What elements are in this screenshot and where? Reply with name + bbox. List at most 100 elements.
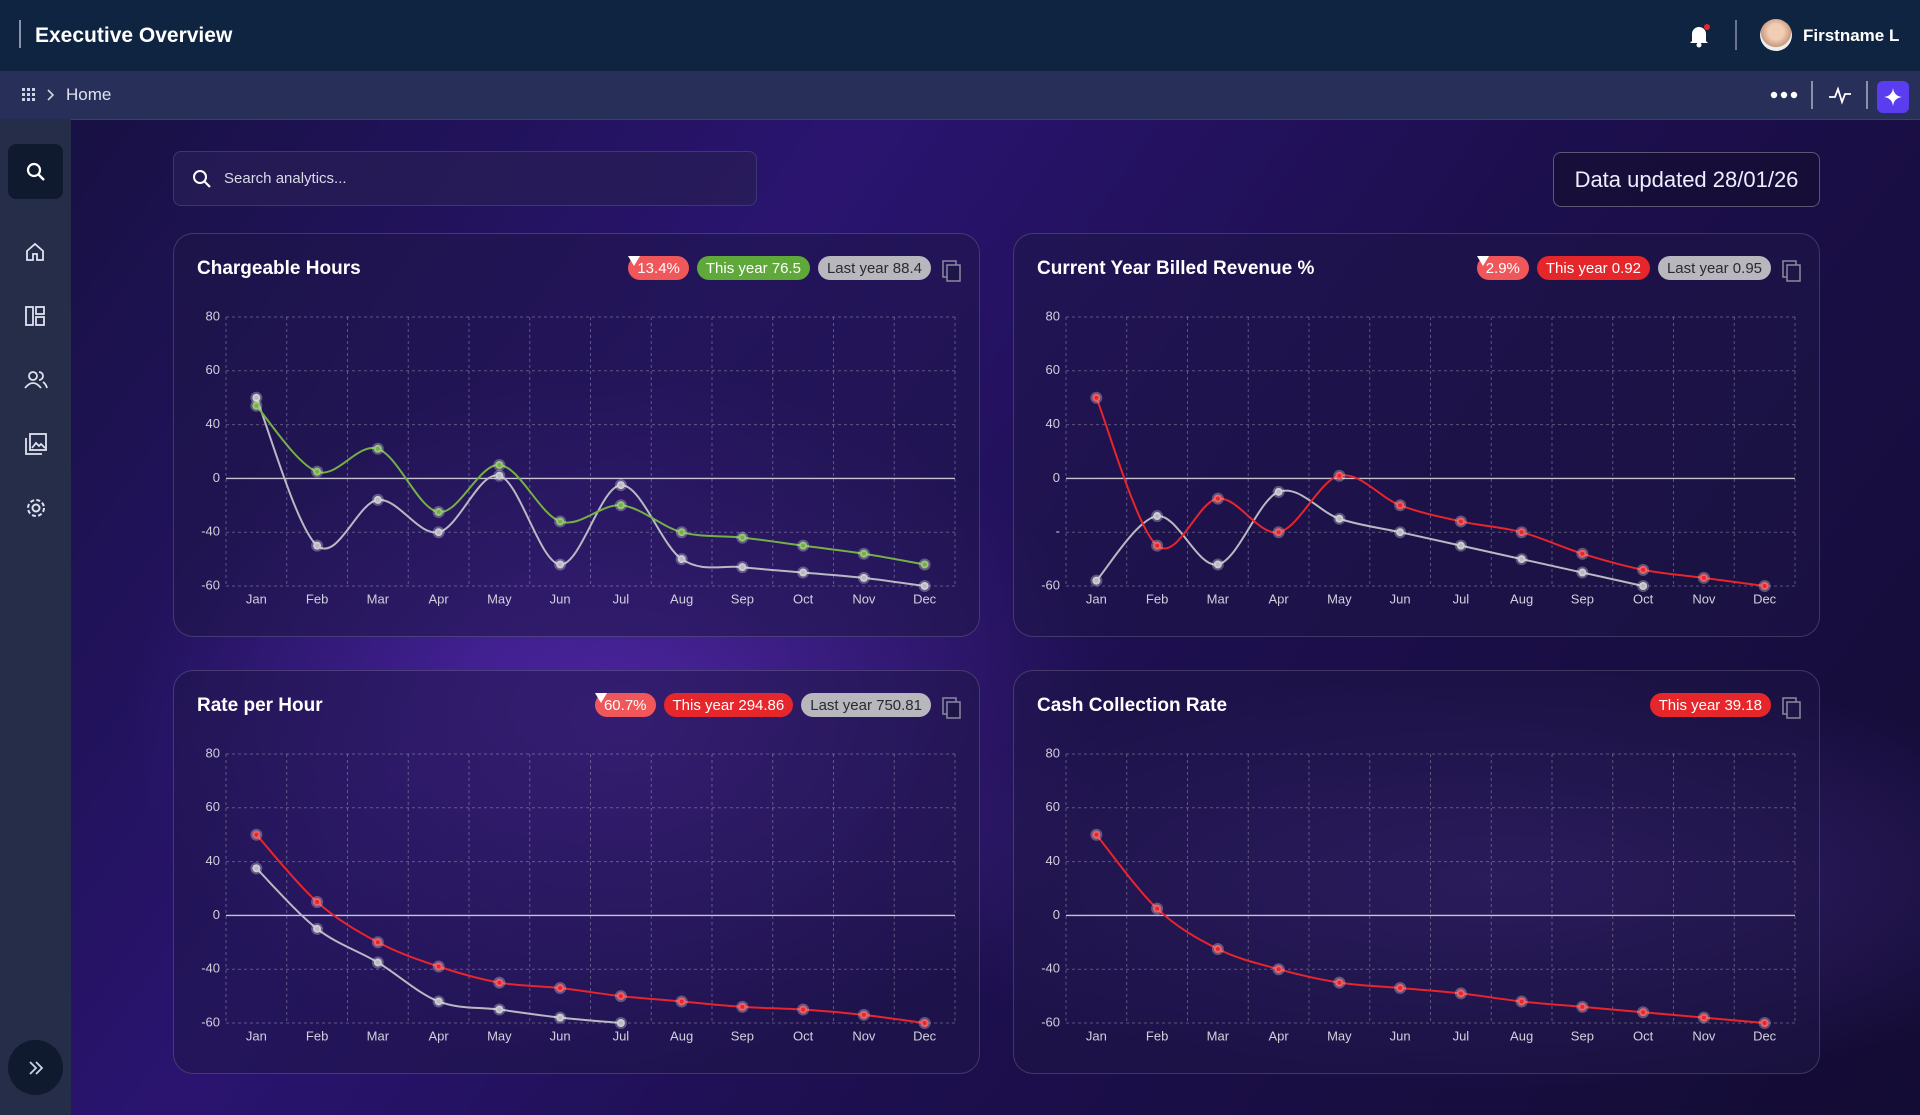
x-tick-label: Jun [1390, 591, 1411, 606]
point [614, 990, 627, 1003]
x-tick-label: Apr [1269, 591, 1290, 606]
y-tick-label: 60 [206, 362, 220, 377]
point [614, 479, 627, 492]
divider [19, 20, 21, 48]
home-nav[interactable] [25, 242, 45, 262]
trend-down-icon [628, 256, 641, 266]
triangle [628, 256, 641, 266]
point [250, 391, 263, 404]
copy-icon[interactable] [1782, 260, 1801, 282]
copy-front [946, 264, 961, 282]
gallery-nav[interactable] [25, 433, 47, 455]
x-tick-label: Jan [1086, 591, 1107, 606]
y-tick-label: 0 [1053, 470, 1060, 485]
point [1454, 539, 1467, 552]
expand-sidebar[interactable] [8, 1040, 63, 1095]
user-name[interactable]: Firstname L [1803, 25, 1900, 45]
x-tick-label: Sep [1571, 591, 1594, 606]
point [1333, 976, 1346, 989]
more-menu[interactable] [1770, 89, 1798, 101]
badge: Last year 0.95 [1657, 256, 1771, 280]
x-tick-label: Feb [306, 591, 328, 606]
y-tick-label: 0 [213, 470, 220, 485]
badge-text: 2.9% [1485, 259, 1520, 277]
expand-icon [28, 1060, 43, 1075]
point [1576, 566, 1589, 579]
x-tick-label: May [1327, 1028, 1352, 1043]
badge: This year 0.92 [1536, 256, 1650, 280]
badge: This year 294.86 [663, 693, 794, 717]
point [614, 1017, 627, 1029]
x-tick-label: Feb [306, 1028, 328, 1043]
point [493, 469, 506, 482]
x-tick-label: Apr [429, 1028, 450, 1043]
point [371, 493, 384, 506]
point [1333, 512, 1346, 525]
point [554, 1011, 567, 1024]
x-tick-label: Jul [1453, 591, 1470, 606]
copy-icon[interactable] [942, 260, 961, 282]
copy-icon[interactable] [1782, 697, 1801, 719]
x-tick-label: Oct [793, 1028, 814, 1043]
notifications[interactable] [1688, 24, 1710, 48]
copy-icon[interactable] [942, 697, 961, 719]
badge-text: This year 76.5 [705, 259, 801, 277]
breadcrumb-home[interactable]: Home [66, 85, 112, 104]
top-bar: Executive Overview Firstname L [0, 0, 1920, 71]
point [1211, 943, 1224, 956]
point [1394, 982, 1407, 995]
point [1637, 563, 1650, 576]
chart: -60 -40 0 40 60 80 Jan Feb Mar Apr May Jun Jul Aug Sep… [201, 260, 961, 606]
badge-text: This year 294.86 [672, 696, 785, 714]
sub-bar: Home [0, 71, 1920, 120]
point [1151, 902, 1164, 915]
avatar[interactable] [1760, 19, 1792, 51]
point [857, 547, 870, 560]
y-tick-label: 60 [1046, 362, 1060, 377]
x-tick-label: Aug [670, 591, 693, 606]
point [736, 561, 749, 574]
ai-button[interactable] [1877, 81, 1909, 113]
people-nav[interactable] [24, 370, 48, 390]
point [1758, 1017, 1771, 1029]
point [493, 458, 506, 471]
x-tick-label: Jun [550, 1028, 571, 1043]
point [311, 539, 324, 552]
y-tick-label: 40 [206, 416, 220, 431]
x-tick-label: Apr [429, 591, 450, 606]
y-tick-label: 40 [206, 853, 220, 868]
point [1272, 526, 1285, 539]
x-tick-label: Aug [1510, 1028, 1533, 1043]
activity-icon[interactable] [1828, 85, 1852, 105]
x-tick-label: Dec [913, 1028, 937, 1043]
badge-text: This year 0.92 [1545, 259, 1641, 277]
apps-icon[interactable] [22, 88, 36, 102]
y-tick-label: 0 [213, 907, 220, 922]
x-tick-label: Oct [793, 591, 814, 606]
point [250, 862, 263, 875]
x-tick-label: May [487, 591, 512, 606]
point [797, 1003, 810, 1016]
search-nav[interactable] [8, 144, 63, 199]
x-tick-label: Jun [1390, 1028, 1411, 1043]
point [554, 515, 567, 528]
x-tick-label: Sep [1571, 1028, 1594, 1043]
y-tick-label: 60 [1046, 799, 1060, 814]
point [1272, 963, 1285, 976]
chart-card: -60 -40 0 40 60 80 Jan Feb Mar Apr May Jun Jul Aug Sep… [173, 670, 980, 1074]
badge-text: 60.7% [603, 696, 647, 714]
y-tick-label: 40 [1046, 853, 1060, 868]
search-box[interactable]: Search analytics... [173, 151, 757, 206]
y-tick-label: -60 [1041, 577, 1060, 592]
settings-nav[interactable] [25, 497, 47, 519]
y-tick-label: -40 [201, 961, 220, 976]
point [1151, 510, 1164, 523]
dashboard-nav[interactable] [25, 306, 45, 326]
badge: 13.4% [628, 256, 689, 280]
x-tick-label: Aug [670, 1028, 693, 1043]
x-tick-label: Jan [1086, 1028, 1107, 1043]
point [1697, 571, 1710, 584]
y-tick-label: -60 [1041, 1014, 1060, 1029]
point [1637, 1006, 1650, 1019]
x-tick-label: Jul [613, 1028, 630, 1043]
